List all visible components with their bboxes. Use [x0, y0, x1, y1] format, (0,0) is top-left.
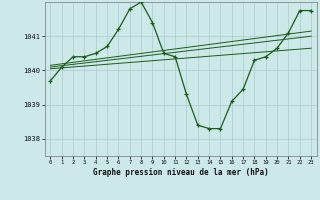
X-axis label: Graphe pression niveau de la mer (hPa): Graphe pression niveau de la mer (hPa) [93, 168, 269, 177]
